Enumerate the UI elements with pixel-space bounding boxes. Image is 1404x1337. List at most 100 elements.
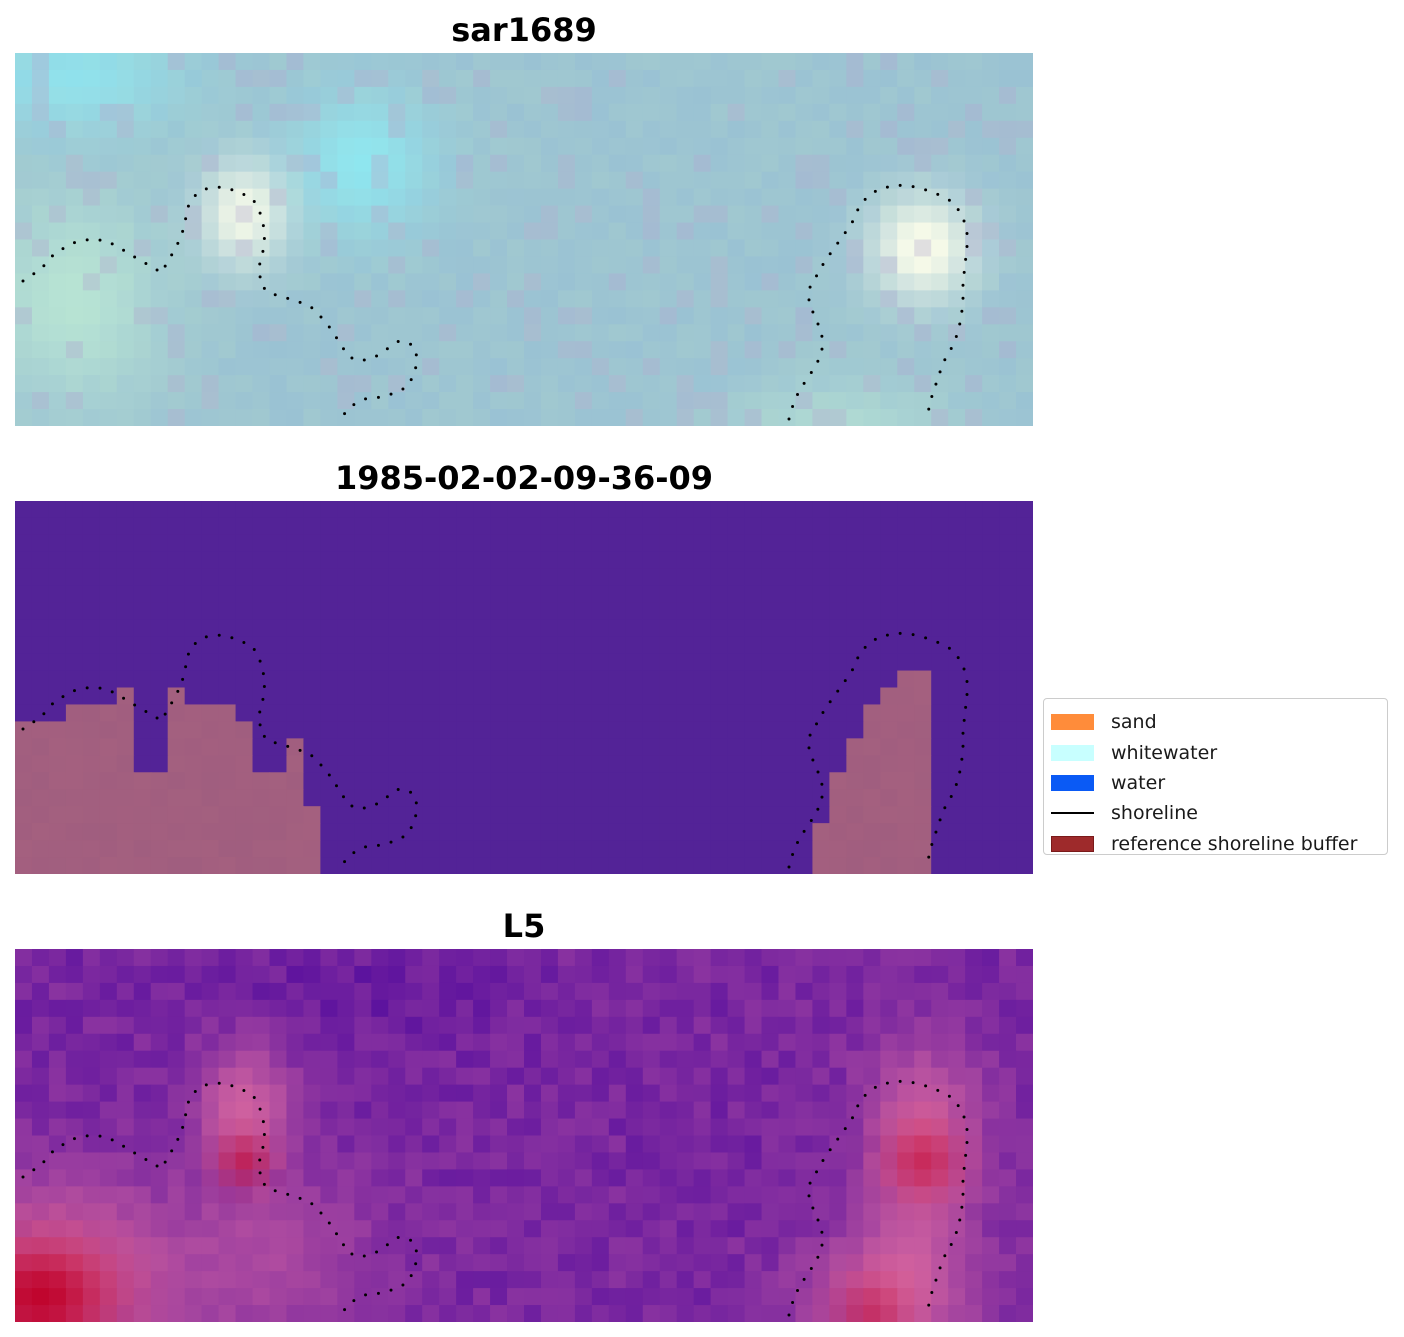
raster-cell bbox=[761, 721, 780, 739]
raster-cell bbox=[744, 324, 763, 342]
raster-cell bbox=[218, 103, 237, 122]
raster-cell bbox=[948, 1271, 966, 1289]
raster-cell bbox=[31, 1084, 50, 1103]
raster-cell bbox=[880, 69, 898, 88]
raster-cell bbox=[150, 256, 169, 274]
raster-cell bbox=[846, 823, 864, 841]
raster-cell bbox=[99, 738, 118, 756]
raster-cell bbox=[727, 1254, 746, 1272]
raster-cell bbox=[456, 965, 474, 984]
raster-cell bbox=[778, 256, 797, 274]
raster-cell bbox=[133, 86, 152, 105]
raster-cell bbox=[557, 517, 576, 536]
raster-cell bbox=[829, 1016, 847, 1035]
raster-cell bbox=[863, 341, 881, 359]
raster-cell bbox=[557, 1220, 576, 1238]
raster-cell bbox=[354, 1016, 372, 1035]
raster-cell bbox=[269, 585, 288, 604]
raster-cell bbox=[388, 171, 406, 190]
raster-cell bbox=[999, 551, 1017, 570]
raster-cell bbox=[218, 704, 237, 722]
raster-cell bbox=[931, 551, 949, 570]
raster-cell bbox=[846, 965, 864, 984]
raster-cell bbox=[439, 568, 457, 587]
raster-cell bbox=[727, 551, 746, 570]
raster-cell bbox=[744, 1050, 763, 1069]
raster-cell bbox=[931, 188, 949, 207]
raster-cell bbox=[557, 568, 576, 587]
raster-cell bbox=[965, 69, 983, 88]
raster-cell bbox=[320, 653, 338, 672]
raster-cell bbox=[184, 517, 203, 536]
raster-cell bbox=[269, 965, 288, 984]
raster-cell bbox=[337, 273, 355, 291]
raster-cell bbox=[235, 358, 254, 376]
raster-cell bbox=[388, 999, 406, 1018]
raster-cell bbox=[965, 1118, 983, 1137]
raster-cell bbox=[388, 1186, 406, 1204]
raster-cell bbox=[880, 517, 898, 536]
raster-cell bbox=[371, 738, 389, 756]
raster-cell bbox=[948, 806, 966, 824]
raster-cell bbox=[320, 999, 338, 1018]
raster-cell bbox=[15, 239, 33, 258]
raster-cell bbox=[218, 999, 237, 1018]
raster-cell bbox=[133, 789, 152, 807]
raster-cell bbox=[744, 1203, 763, 1221]
raster-cell bbox=[524, 222, 542, 241]
raster-cell bbox=[82, 772, 101, 790]
raster-cell bbox=[642, 602, 661, 621]
raster-cell bbox=[184, 154, 203, 173]
raster-cell bbox=[591, 1237, 610, 1255]
raster-cell bbox=[354, 222, 372, 241]
raster-cell bbox=[422, 653, 440, 672]
raster-cell bbox=[897, 222, 915, 241]
raster-cell bbox=[99, 982, 118, 1001]
raster-cell bbox=[439, 1135, 457, 1154]
raster-cell bbox=[863, 721, 881, 739]
raster-cell bbox=[948, 501, 966, 519]
raster-cell bbox=[591, 619, 610, 638]
raster-cell bbox=[184, 409, 203, 426]
raster-cell bbox=[999, 1203, 1017, 1221]
raster-cell bbox=[405, 687, 423, 706]
raster-cell bbox=[880, 53, 898, 71]
raster-cell bbox=[252, 840, 271, 858]
raster-cell bbox=[761, 1271, 780, 1289]
raster-cell bbox=[303, 738, 321, 756]
raster-cell bbox=[795, 256, 814, 274]
raster-cell bbox=[116, 999, 135, 1018]
raster-cell bbox=[846, 857, 864, 874]
raster-cell bbox=[65, 69, 84, 88]
raster-cell bbox=[778, 1203, 797, 1221]
raster-cell bbox=[235, 1271, 254, 1289]
raster-cell bbox=[235, 1152, 254, 1170]
raster-cell bbox=[795, 53, 814, 71]
raster-cell bbox=[676, 1220, 695, 1238]
raster-cell bbox=[608, 307, 627, 325]
raster-cell bbox=[337, 205, 355, 224]
raster-cell bbox=[659, 1050, 678, 1069]
raster-cell bbox=[252, 1033, 271, 1052]
raster-cell bbox=[269, 375, 288, 393]
raster-cell bbox=[65, 256, 84, 274]
raster-cell bbox=[999, 806, 1017, 824]
raster-cell bbox=[676, 120, 695, 139]
raster-cell bbox=[201, 1118, 220, 1137]
raster-cell bbox=[676, 1033, 695, 1052]
raster-cell bbox=[591, 534, 610, 553]
raster-cell bbox=[608, 1288, 627, 1306]
raster-cell bbox=[456, 1203, 474, 1221]
raster-cell bbox=[167, 171, 186, 190]
raster-cell bbox=[948, 103, 966, 122]
raster-cell bbox=[99, 704, 118, 722]
raster-cell bbox=[184, 171, 203, 190]
raster-cell bbox=[371, 1271, 389, 1289]
raster-cell bbox=[65, 534, 84, 553]
raster-cell bbox=[507, 670, 525, 689]
raster-cell bbox=[727, 670, 746, 689]
raster-cell bbox=[473, 517, 491, 536]
raster-cell bbox=[982, 568, 1000, 587]
raster-cell bbox=[99, 806, 118, 824]
raster-cell bbox=[863, 324, 881, 342]
